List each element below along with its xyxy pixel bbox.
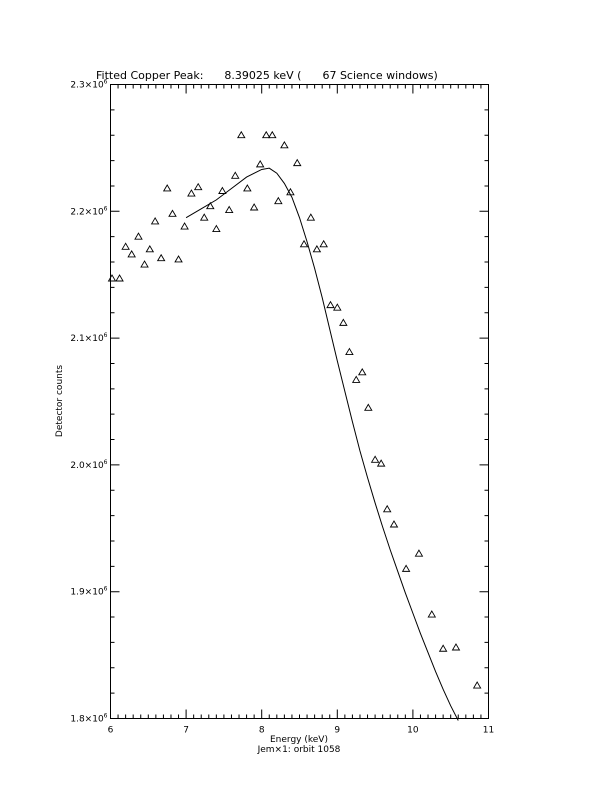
data-point [127, 250, 136, 258]
data-point [140, 260, 149, 268]
data-point [121, 242, 130, 250]
data-points [107, 130, 482, 689]
data-point [156, 253, 166, 262]
data-point [180, 222, 189, 230]
data-point [292, 158, 302, 167]
data-point [351, 375, 361, 383]
data-point [376, 459, 386, 467]
data-point [267, 130, 277, 139]
data-point [193, 182, 203, 191]
x-tick-labels: 6 7 8 9 10 11 [108, 726, 495, 736]
x-axis-label: Energy (keV) [270, 735, 328, 745]
y-tick-label: 2.1×106 [70, 332, 107, 344]
x-tick-label: 9 [334, 726, 340, 736]
data-point [326, 300, 335, 309]
data-point [345, 347, 354, 355]
data-point [255, 159, 265, 168]
fit-curve [185, 167, 459, 721]
data-point [319, 239, 328, 248]
y-tick-label: 1.8×106 [70, 713, 107, 725]
x-tick-label: 11 [483, 726, 494, 736]
data-point [339, 318, 348, 326]
data-point [312, 244, 322, 253]
chart-subtitle: Jem×1: orbit 1058 [257, 745, 341, 755]
data-point [438, 644, 448, 652]
data-point [333, 303, 342, 311]
data-point [472, 681, 482, 689]
data-point [389, 520, 399, 528]
data-point [274, 196, 283, 205]
data-point [261, 130, 271, 139]
x-tick-label: 7 [183, 726, 189, 736]
data-point [218, 186, 227, 194]
data-point [107, 274, 117, 282]
x-tick-label: 6 [108, 726, 114, 736]
data-point [451, 643, 461, 651]
data-point [382, 504, 392, 513]
axis-ticks [110, 84, 489, 719]
data-point [224, 205, 234, 213]
data-point [249, 203, 259, 211]
data-point [299, 239, 309, 248]
data-point [414, 549, 424, 557]
data-point [370, 455, 380, 463]
y-axis-label: Detector counts [55, 365, 65, 437]
data-point [162, 184, 172, 192]
y-tick-label: 2.2×106 [70, 205, 107, 217]
data-point [237, 130, 246, 139]
data-point [174, 255, 183, 263]
x-tick-label: 10 [407, 726, 419, 736]
y-tick-label: 1.9×106 [70, 586, 107, 598]
data-point [134, 232, 143, 240]
data-point [150, 217, 160, 225]
tick-marks [110, 84, 489, 719]
y-tick-label: 2.0×106 [70, 459, 107, 471]
data-point [115, 274, 124, 282]
data-point [427, 610, 437, 618]
data-point [280, 140, 289, 149]
data-point [401, 564, 411, 572]
x-tick-label: 8 [259, 726, 265, 736]
data-point [168, 209, 177, 217]
data-point [243, 184, 252, 192]
y-tick-label: 2.3×106 [70, 79, 107, 91]
data-point [306, 213, 316, 221]
data-point [357, 367, 367, 376]
data-point [364, 403, 373, 411]
data-point [199, 213, 209, 221]
data-point [212, 224, 221, 233]
data-point [206, 201, 215, 210]
data-point [230, 171, 240, 179]
data-point [145, 244, 155, 253]
data-point [187, 189, 196, 197]
chart-title: Fitted Copper Peak: 8.39025 keV ( 67 Sci… [96, 69, 438, 82]
y-tick-labels: 1.8×106 1.9×106 2.0×106 2.1×106 2.2×106 2.3×1… [70, 79, 107, 725]
plot-frame [110, 84, 489, 719]
